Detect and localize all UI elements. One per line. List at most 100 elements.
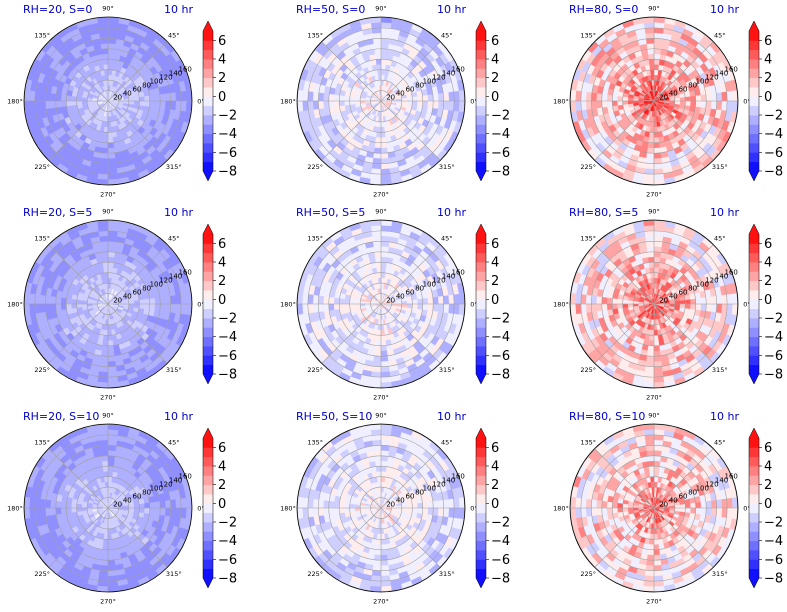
heatmap-cell [653, 43, 662, 50]
heatmap-cell [611, 100, 618, 107]
heatmap-cell [50, 100, 57, 109]
angle-tick-label: 225° [34, 366, 50, 374]
heatmap-cell [159, 100, 166, 109]
colorbar-segment [203, 346, 213, 356]
heatmap-cell [107, 58, 114, 65]
heatmap-cell [401, 303, 408, 308]
heatmap-cell [107, 17, 120, 24]
heatmap-cell [297, 89, 304, 102]
colorbar-segment [476, 327, 486, 338]
heatmap-cell [98, 32, 109, 39]
colorbar-segment [749, 59, 759, 69]
heatmap-cell [695, 94, 702, 102]
heatmap-cell [349, 96, 356, 102]
heatmap-cell [107, 173, 119, 180]
angular-grid-line [48, 100, 109, 161]
colorbar-tick-label: 2 [764, 71, 772, 86]
colorbar-segment [203, 280, 213, 291]
heatmap-cell [81, 300, 88, 305]
colorbar-segment [203, 105, 213, 116]
radial-tick-label: 20 [113, 94, 122, 102]
heatmap-cell [107, 376, 119, 383]
heatmap-cell [97, 173, 109, 180]
heatmap-cell [128, 303, 135, 308]
heatmap-cell [647, 256, 655, 263]
colorbar-tick-label: 2 [218, 274, 226, 289]
heatmap-cell [653, 366, 664, 373]
colorbar-segment [203, 59, 213, 69]
heatmap-cell [159, 303, 166, 312]
colorbar-segment [203, 40, 213, 51]
heatmap-cell [185, 100, 192, 113]
heatmap-cell [422, 297, 429, 305]
radial-tick-label: 160 [452, 66, 465, 74]
heatmap-cell [716, 294, 723, 305]
heatmap-cell [653, 246, 662, 253]
radial-tick-label: 160 [452, 269, 465, 277]
heatmap-cell [103, 329, 109, 336]
colorbar-tick-label: 2 [218, 71, 226, 86]
heatmap-cell [180, 100, 187, 112]
heatmap-cell [705, 100, 712, 109]
heatmap-cell [685, 100, 691, 107]
colorbar-segment [476, 243, 486, 254]
heatmap-cell [575, 100, 582, 112]
heatmap-cell [144, 95, 151, 102]
colorbar-segment [476, 152, 486, 163]
heatmap-cell [726, 90, 733, 102]
radial-tick-label: 100 [423, 78, 436, 86]
colorbar-tick-label: 0 [491, 293, 499, 308]
radial-tick-label: 20 [113, 297, 122, 305]
colorbar-segment [203, 49, 213, 60]
heatmap-cell [107, 345, 115, 352]
heatmap-cell [653, 267, 660, 273]
heatmap-cell [606, 297, 613, 305]
colorbar-extend-low [476, 374, 486, 384]
colorbar-tick-label: 0 [218, 293, 226, 308]
angle-tick-label: 315° [439, 163, 455, 171]
colorbar-segment [749, 68, 759, 79]
heatmap-cell [422, 100, 429, 108]
colorbar-tick-label: 2 [491, 71, 499, 86]
heatmap-cell [149, 100, 156, 108]
heatmap-cell [107, 152, 116, 159]
heatmap-cell [376, 126, 382, 133]
heatmap-cell [373, 355, 382, 362]
heatmap-cell [653, 225, 665, 232]
colorbar-segment [749, 77, 759, 88]
heatmap-cell [333, 100, 340, 108]
heatmap-cell [401, 100, 408, 105]
colorbar-segment [203, 77, 213, 88]
angle-tick-label: 180° [280, 300, 296, 308]
heatmap-cell [596, 296, 603, 305]
colorbar-segment [476, 308, 486, 319]
heatmap-cell [412, 303, 418, 310]
colorbar-segment [476, 290, 486, 300]
heatmap-cell [458, 100, 465, 113]
heatmap-cell [726, 303, 733, 315]
heatmap-cell [107, 256, 115, 263]
angle-tick-label: 270° [646, 393, 662, 401]
heatmap-cell [370, 376, 382, 383]
heatmap-cell [380, 256, 388, 263]
heatmap-cell [648, 335, 655, 341]
radial-tick-label: 60 [132, 289, 141, 297]
heatmap-cell [312, 303, 319, 314]
colorbar-segment [749, 31, 759, 41]
heatmap-cell [107, 366, 118, 373]
angle-tick-label: 90° [102, 4, 114, 12]
heatmap-cell [380, 32, 391, 39]
colorbar-segment [203, 115, 213, 125]
colorbar-segment [203, 87, 213, 97]
heatmap-cell [651, 319, 655, 326]
angle-tick-label: 315° [166, 366, 182, 374]
heatmap-cell [349, 299, 356, 305]
heatmap-cell [575, 293, 582, 305]
heatmap-cell [380, 69, 386, 76]
heatmap-cell [378, 116, 382, 123]
heatmap-cell [422, 303, 429, 311]
colorbar-tick-label: 2 [491, 274, 499, 289]
heatmap-cell [71, 95, 77, 102]
heatmap-cell [105, 116, 109, 123]
angle-tick-label: 270° [373, 393, 389, 401]
